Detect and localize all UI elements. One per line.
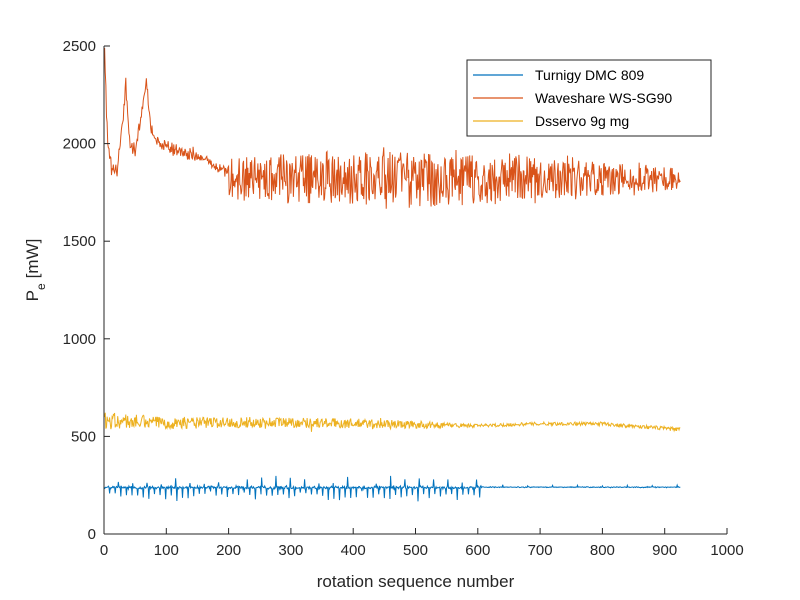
x-tick-label: 200 — [216, 542, 241, 559]
x-tick-label: 400 — [341, 542, 366, 559]
series-layer — [104, 47, 681, 502]
x-tick-label: 900 — [652, 542, 677, 559]
x-tick-label: 600 — [465, 542, 490, 559]
y-tick-label: 2000 — [63, 136, 96, 153]
y-axis-label: Pe [mW] — [23, 239, 48, 302]
y-tick-label: 500 — [71, 428, 96, 445]
legend-entry-dsservo: Dsservo 9g mg — [535, 113, 629, 129]
x-axis-label: rotation sequence number — [317, 572, 515, 591]
y-tick-label: 2500 — [63, 38, 96, 55]
y-tick-label: 1500 — [63, 233, 96, 250]
x-tick-label: 100 — [154, 542, 179, 559]
y-axis-label-symbol: P — [23, 290, 42, 301]
x-tick-label: 0 — [100, 542, 108, 559]
series-line-waveshare — [104, 47, 681, 209]
series-line-dsservo — [104, 412, 681, 433]
legend-entry-waveshare: Waveshare WS-SG90 — [535, 90, 672, 106]
x-tick-label: 1000 — [710, 542, 743, 559]
y-axis-label-unit: [mW] — [23, 239, 42, 279]
x-tick-label: 500 — [403, 542, 428, 559]
x-tick-labels: 0 100 200 300 400 500 600 700 800 900 1000 — [100, 542, 744, 559]
y-tick-labels: 0 500 1000 1500 2000 2500 — [63, 38, 96, 543]
axes-layer — [103, 45, 728, 535]
y-axis-label-subscript: e — [34, 283, 48, 290]
legend-entry-turnigy: Turnigy DMC 809 — [535, 67, 644, 83]
series-line-turnigy — [104, 475, 681, 502]
y-tick-label: 0 — [88, 526, 96, 543]
x-tick-label: 300 — [278, 542, 303, 559]
y-tick-label: 1000 — [63, 331, 96, 348]
x-tick-label: 800 — [590, 542, 615, 559]
x-tick-label: 700 — [528, 542, 553, 559]
legend: Turnigy DMC 809 Waveshare WS-SG90 Dsserv… — [466, 59, 712, 137]
